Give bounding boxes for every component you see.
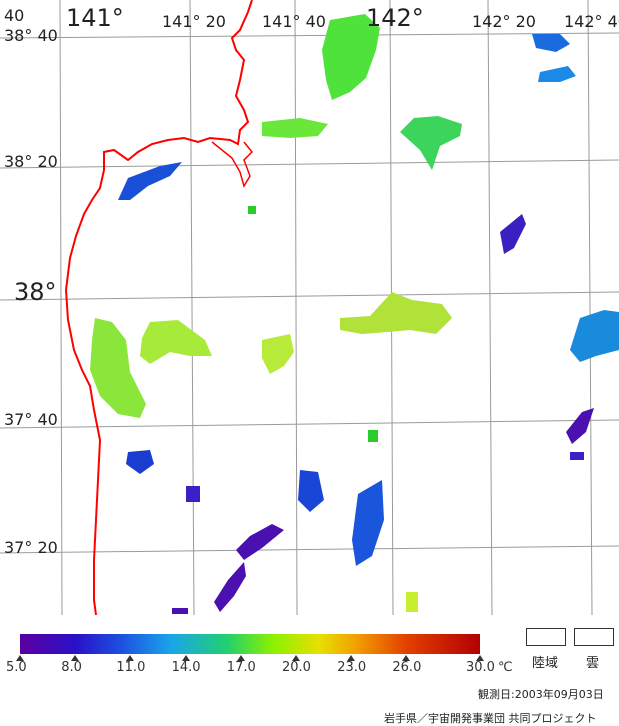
observation-date: 観測日:2003年09月03日 — [478, 686, 604, 702]
lon-label-141-20: 141° 20 — [162, 12, 226, 31]
colorbar-tick-label: 8.0 — [61, 660, 82, 675]
colorbar-tick-mark — [402, 655, 411, 661]
sst-patch-small-green — [248, 206, 256, 214]
colorbar-tick-label: 30.0 — [466, 660, 495, 675]
sst-patch-shore-north — [262, 118, 328, 138]
parallel-37-40 — [0, 419, 619, 429]
sst-patch-ne-blue — [532, 34, 570, 52]
colorbar-tick-mark — [126, 655, 135, 661]
credit: 岩手県／宇宙開発事業団 共同プロジェクト — [384, 712, 597, 725]
sst-patch-central-west — [140, 320, 212, 364]
sst-patch-purple-7 — [570, 452, 584, 460]
lat-label-37-20: 37° 20 — [4, 538, 58, 557]
cloud-legend-label: 雲 — [586, 656, 600, 671]
sst-patch-purple-6 — [172, 608, 188, 614]
sea-surface-temperature-map — [0, 0, 619, 615]
colorbar-tick-label: 14.0 — [171, 660, 201, 675]
land-legend-swatch — [526, 628, 566, 646]
lat-label-38: 38° — [14, 278, 57, 306]
cloud-legend-swatch — [574, 628, 614, 646]
graticule — [0, 0, 619, 615]
lon-label-142-20: 142° 20 — [472, 12, 536, 31]
sst-patch-coastal-west — [90, 318, 146, 418]
lon-label-142: 142° — [366, 4, 424, 32]
sst-patch-center — [262, 334, 294, 374]
parallel-38-40 — [0, 32, 619, 39]
coastline — [64, 0, 253, 615]
sst-patch-north-center — [322, 14, 380, 100]
colorbar-tick-mark — [181, 655, 190, 661]
colorbar-tick-mark — [476, 655, 484, 661]
sst-patch-purple-5 — [186, 486, 200, 502]
sst-patch-purple-4 — [500, 214, 526, 254]
observation-date-value: 2003年09月03日 — [514, 688, 604, 701]
colorbar-tick-label: 23.0 — [337, 660, 367, 675]
sst-patch-south-yellow — [406, 592, 418, 612]
sst-patch-ne-blue-2 — [538, 66, 576, 82]
temperature-colorbar — [20, 634, 480, 654]
lon-label-142-40: 142° 40 — [564, 12, 619, 31]
meridian-141 — [59, 0, 63, 615]
lat-label-37-40: 37° 40 — [4, 410, 58, 429]
colorbar-tick-mark — [71, 655, 80, 661]
sst-patch-ne-cluster — [400, 116, 462, 170]
sst-patch-purple-2 — [214, 562, 246, 612]
lon-label-141-40: 141° 40 — [262, 12, 326, 31]
sst-patch-purple-1 — [236, 524, 284, 560]
colorbar-tick-label: 11.0 — [116, 660, 146, 675]
sst-patch-central-east — [340, 292, 452, 334]
coastline-inlet — [211, 141, 254, 188]
sst-patch-blue-south-2 — [298, 470, 324, 512]
parallel-38 — [0, 291, 619, 301]
colorbar-tick-mark — [16, 655, 24, 661]
colorbar-tick-mark — [347, 655, 356, 661]
sst-patch-blue-south-1 — [126, 450, 154, 474]
parallel-37-20 — [0, 545, 619, 554]
meridian-142-40 — [587, 0, 593, 615]
colorbar-tick-mark — [292, 655, 300, 661]
land-legend-label: 陸域 — [532, 656, 559, 671]
colorbar-tick-label: 17.0 — [226, 660, 256, 675]
meridian-141-20 — [189, 0, 195, 615]
colorbar-tick-label: 20.0 — [282, 660, 311, 675]
colorbar-tick-mark — [236, 655, 245, 661]
sst-patch-blue-south-3 — [352, 480, 384, 566]
lat-label-38-40: 38° 40 — [4, 26, 58, 45]
colorbar-tick-label: 26.0 — [392, 660, 422, 675]
sst-patch-green-37-40 — [368, 430, 378, 442]
lat-label-38-20: 38° 20 — [4, 152, 58, 171]
observation-label: 観測日: — [478, 688, 515, 701]
sst-patches — [90, 14, 619, 614]
colorbar-unit: ℃ — [498, 660, 513, 675]
lon-label-40-left: 40 — [4, 6, 25, 25]
meridian-141-40 — [294, 0, 298, 615]
sst-patch-east-edge — [570, 310, 619, 362]
colorbar-tick-label: 5.0 — [6, 660, 27, 675]
parallel-38-20 — [0, 159, 619, 169]
lon-label-141: 141° — [66, 4, 124, 32]
sst-patch-purple-3 — [566, 408, 594, 444]
meridian-142-20 — [487, 0, 493, 615]
sst-patch-west-blue — [118, 162, 182, 200]
